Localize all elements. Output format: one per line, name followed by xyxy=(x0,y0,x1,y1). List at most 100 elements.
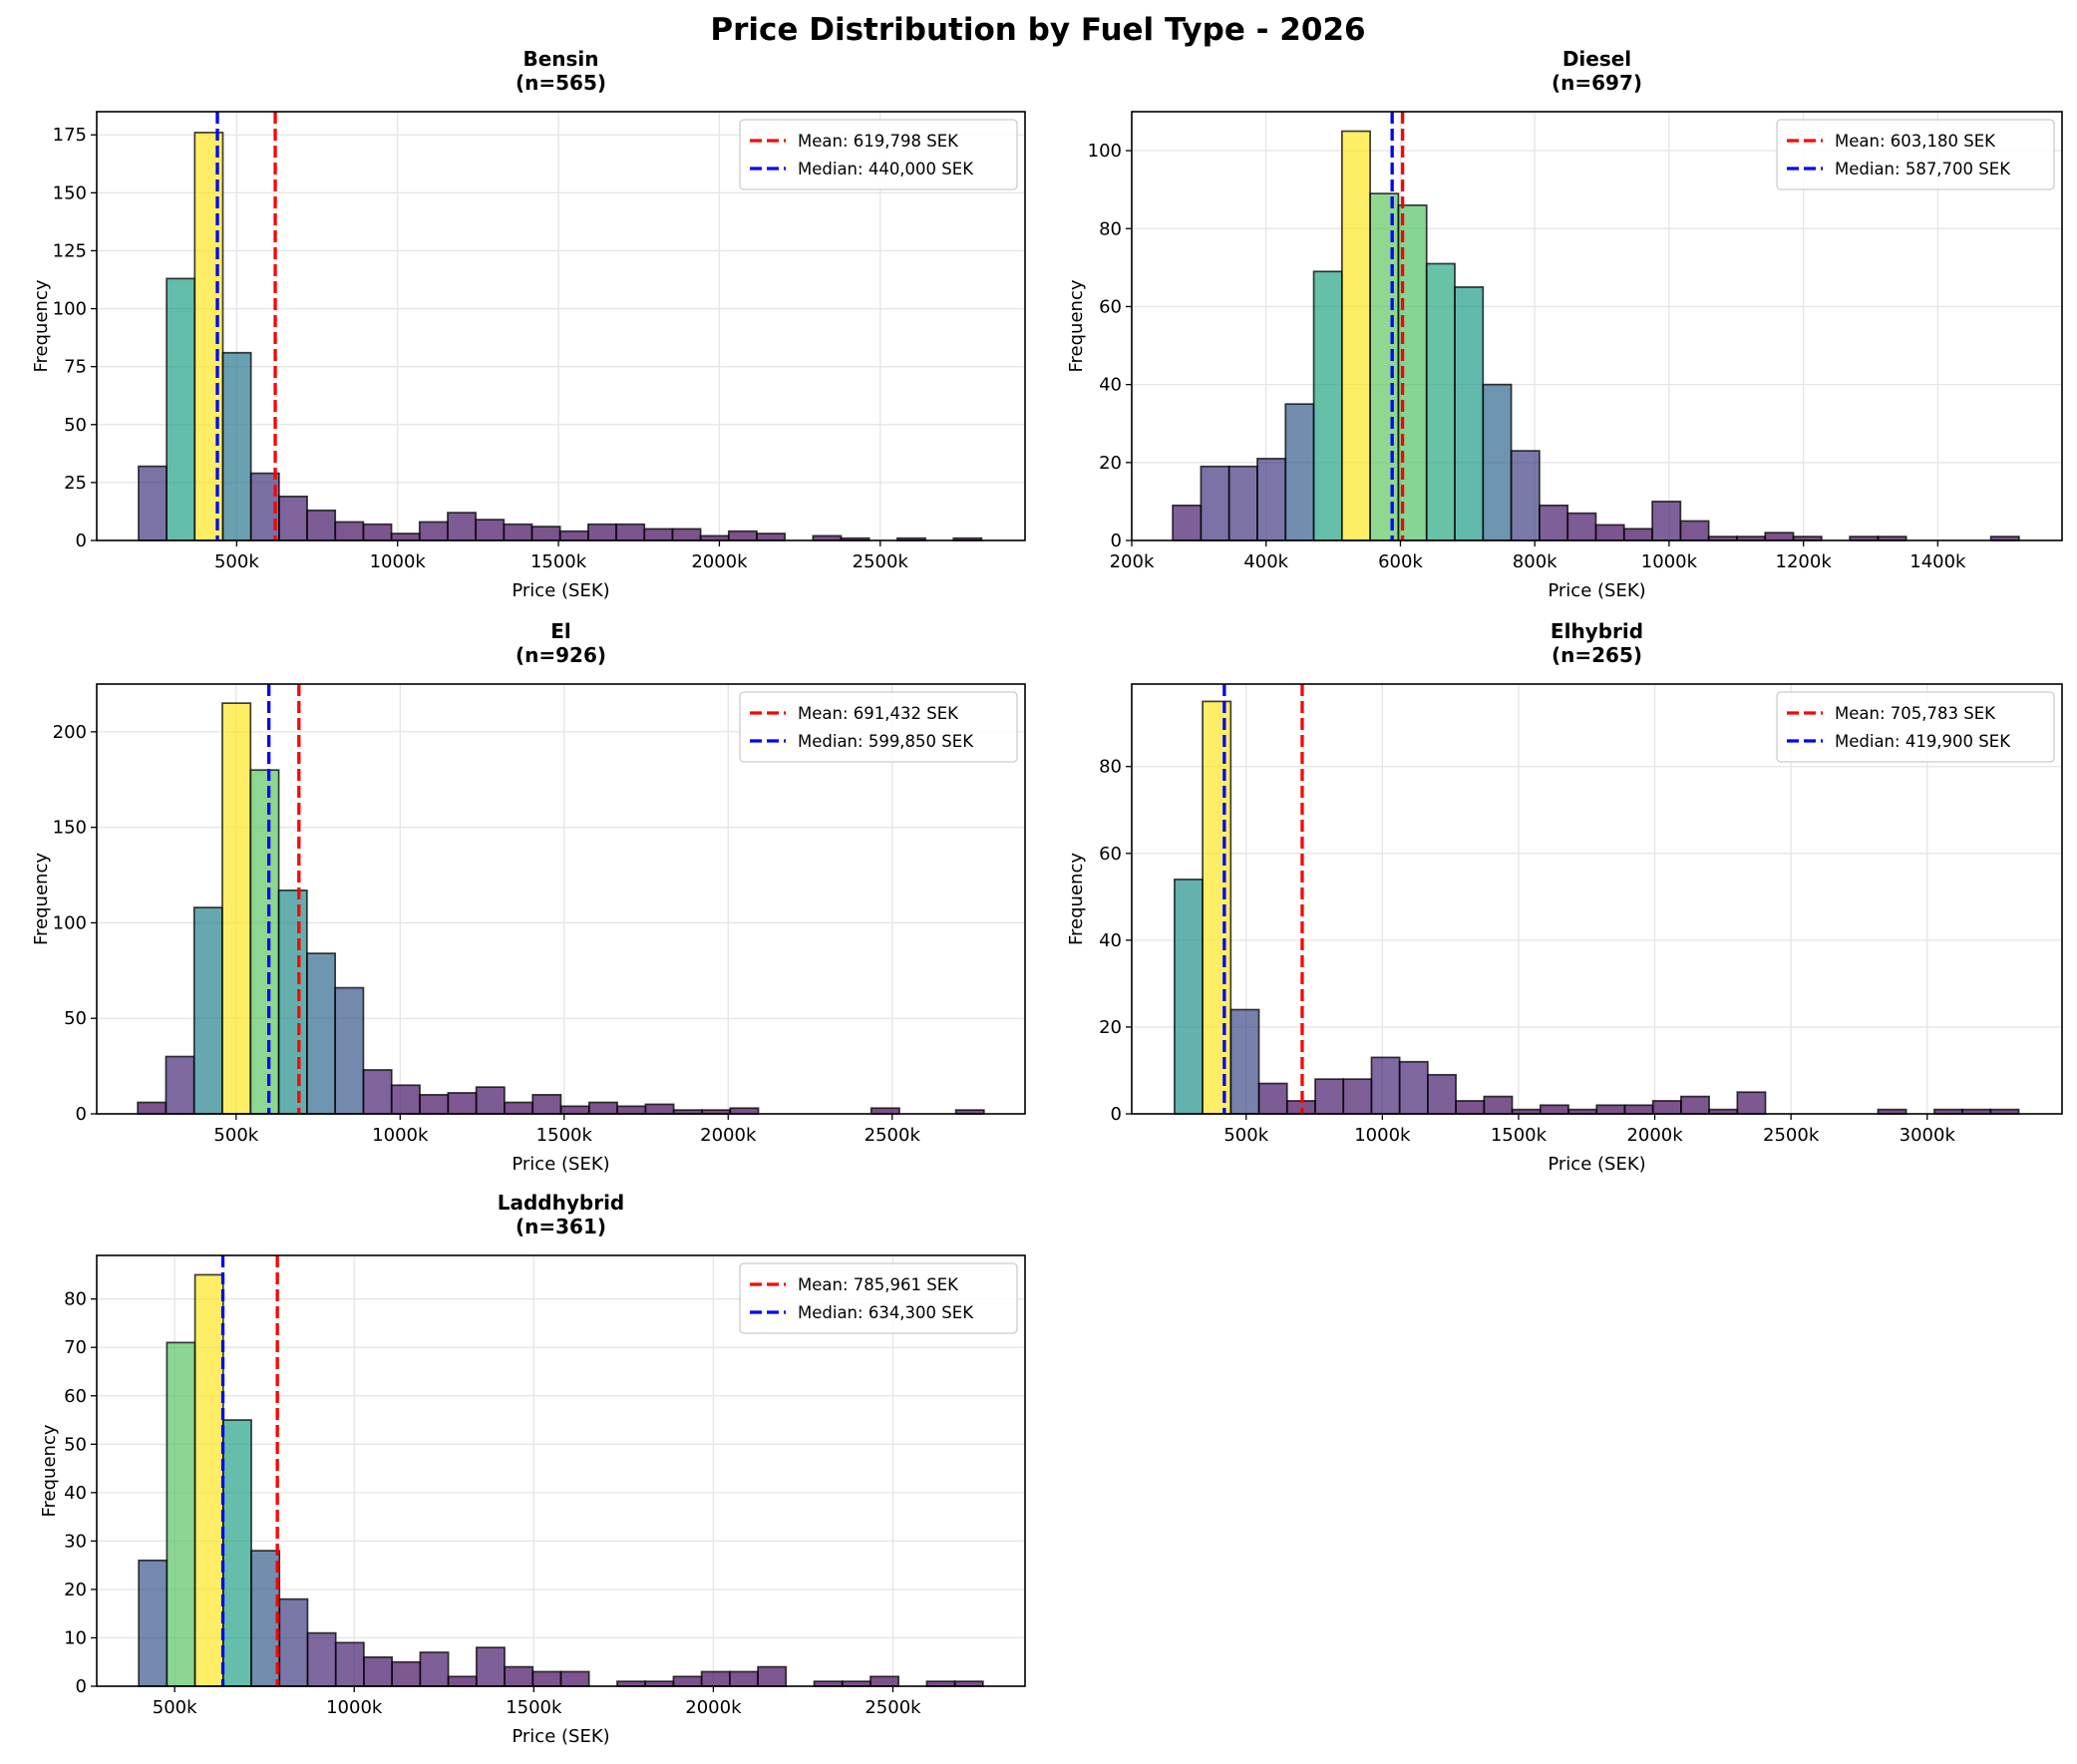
axes-frame xyxy=(1131,683,2063,1115)
histogram-bar xyxy=(362,523,393,541)
histogram-bar xyxy=(475,519,506,541)
legend: Mean: 705,783 SEK Median: 419,900 SEK xyxy=(1776,691,2055,763)
histogram-bar xyxy=(447,1092,478,1115)
histogram-bar xyxy=(390,1084,421,1115)
y-tick-label: 70 xyxy=(64,1337,87,1358)
x-tick-label: 600k xyxy=(1378,551,1423,572)
subplot-diesel: Diesel(n=697) 200k 400k 600k 800k 1000k 1200k 1… xyxy=(1066,47,2063,601)
y-axis-label: Frequency xyxy=(31,279,52,372)
histogram-bar xyxy=(1284,403,1315,541)
histogram-bar xyxy=(138,1559,169,1687)
y-tick-label: 100 xyxy=(53,299,87,320)
y-tick-label: 60 xyxy=(1099,844,1122,865)
histogram-bar xyxy=(587,523,617,541)
histogram-bar xyxy=(306,952,337,1115)
x-tick-label: 800k xyxy=(1513,551,1558,572)
legend-mean-label: Mean: 603,180 SEK xyxy=(1835,132,1996,151)
y-tick-label: 40 xyxy=(1099,930,1122,951)
histogram-bar xyxy=(1510,450,1541,541)
x-tick-label: 400k xyxy=(1243,551,1288,572)
y-tick-label: 150 xyxy=(53,818,87,839)
histogram-bar xyxy=(1342,1078,1373,1115)
axes-frame xyxy=(1131,111,2063,541)
x-tick-label: 2000k xyxy=(691,551,748,572)
legend-box xyxy=(1776,119,2055,190)
y-tick-label: 150 xyxy=(53,182,87,203)
histogram-bar xyxy=(419,1093,450,1115)
histogram-bar xyxy=(728,1670,759,1687)
histogram-bar xyxy=(1679,520,1710,541)
histogram-bar xyxy=(334,521,365,541)
histogram-bar xyxy=(165,1055,195,1115)
histogram-bar xyxy=(1594,524,1625,541)
y-tick-label: 200 xyxy=(53,722,87,743)
x-axis-label: Price (SEK) xyxy=(1548,580,1645,601)
histogram-bar xyxy=(558,529,589,541)
histogram-bar xyxy=(504,1101,534,1115)
histogram-bar xyxy=(869,1107,900,1115)
x-tick-label: 3000k xyxy=(1900,1125,1956,1146)
histogram-bar xyxy=(1427,1073,1457,1115)
subplot-count: (n=697) xyxy=(1552,71,1642,95)
y-axis-label: Frequency xyxy=(1066,853,1087,945)
y-tick-label: 50 xyxy=(64,415,87,436)
subplot-title: Bensin xyxy=(522,47,598,71)
x-tick-label: 1500k xyxy=(506,1697,562,1718)
y-axis-label: Frequency xyxy=(39,1424,60,1517)
legend: Mean: 785,961 SEK Median: 634,300 SEK xyxy=(739,1262,1018,1334)
x-tick-label: 1500k xyxy=(1491,1125,1548,1146)
x-axis-label: Price (SEK) xyxy=(512,1726,609,1747)
subplot-count: (n=565) xyxy=(516,71,606,95)
subplot-title: Laddhybrid xyxy=(498,1191,625,1215)
y-tick-label: 20 xyxy=(1099,1017,1122,1038)
x-tick-label: 2000k xyxy=(1626,1125,1683,1146)
histogram-bar xyxy=(530,526,561,541)
x-axis-label: Price (SEK) xyxy=(512,580,609,601)
histogram-bar xyxy=(1651,501,1682,541)
x-tick-label: 1500k xyxy=(536,1125,593,1146)
x-tick-label: 1000k xyxy=(370,551,427,572)
legend: Mean: 691,432 SEK Median: 599,850 SEK xyxy=(739,691,1018,763)
histogram-bar xyxy=(757,1665,788,1687)
y-tick-label: 40 xyxy=(64,1483,87,1504)
y-tick-label: 0 xyxy=(76,1104,87,1125)
histogram-bar xyxy=(475,1086,506,1115)
histogram-bar xyxy=(1425,262,1456,541)
histogram-bar xyxy=(1314,1078,1345,1115)
subplot-title: El xyxy=(550,619,571,643)
y-tick-label: 80 xyxy=(1099,218,1122,239)
y-tick-label: 25 xyxy=(64,473,87,494)
subplot-bensin: Bensin(n=565) 500k 1000k 1500k 2000k 2500k 0 25… xyxy=(31,47,1026,601)
y-tick-label: 75 xyxy=(64,357,87,378)
y-tick-label: 0 xyxy=(1111,530,1122,551)
histogram-bar xyxy=(418,521,449,541)
x-tick-label: 1000k xyxy=(372,1125,429,1146)
y-tick-label: 0 xyxy=(76,530,87,551)
y-tick-label: 100 xyxy=(53,912,87,933)
legend-median-label: Median: 440,000 SEK xyxy=(798,160,974,178)
y-tick-label: 100 xyxy=(1088,141,1122,162)
histogram-bar xyxy=(1680,1095,1710,1115)
x-tick-label: 1000k xyxy=(1354,1125,1411,1146)
y-tick-label: 0 xyxy=(1111,1104,1122,1125)
x-tick-label: 500k xyxy=(213,1125,258,1146)
y-tick-label: 50 xyxy=(64,1434,87,1455)
histogram-bar xyxy=(1312,270,1343,541)
x-tick-label: 1400k xyxy=(1909,551,1966,572)
x-tick-label: 2500k xyxy=(1763,1125,1820,1146)
histogram-bar xyxy=(615,523,646,541)
histogram-bar xyxy=(390,532,421,541)
histogram-bar xyxy=(447,512,477,541)
legend-median-label: Median: 419,900 SEK xyxy=(1835,732,2011,751)
histogram-bar xyxy=(1341,130,1371,541)
histogram-bar xyxy=(1174,879,1204,1115)
y-tick-label: 20 xyxy=(1099,453,1122,474)
subplot-title: Elhybrid xyxy=(1551,619,1643,643)
subplot-count: (n=361) xyxy=(516,1215,606,1238)
legend-box xyxy=(739,1262,1018,1334)
x-tick-label: 2000k xyxy=(700,1125,757,1146)
y-tick-label: 10 xyxy=(64,1627,87,1648)
histogram-bar xyxy=(643,528,674,541)
x-tick-label: 500k xyxy=(1223,1125,1268,1146)
histogram-bar xyxy=(1483,1095,1514,1115)
